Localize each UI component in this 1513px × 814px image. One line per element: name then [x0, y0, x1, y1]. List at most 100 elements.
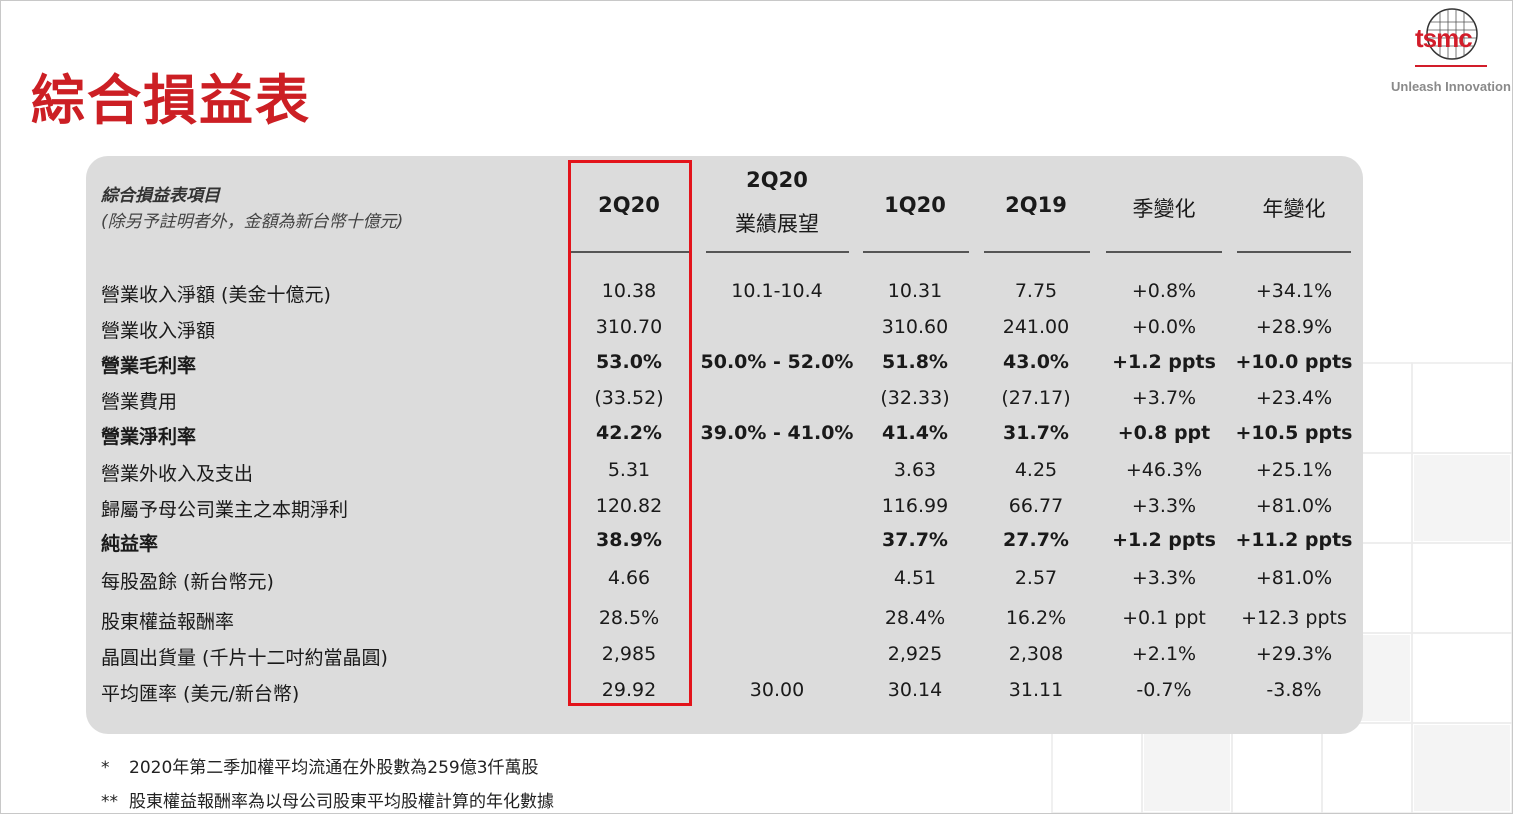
table-cell: 120.82: [595, 495, 663, 517]
table-cell: 10.31: [887, 280, 943, 302]
table-cell: 28.5%: [598, 607, 660, 629]
table-cell: +0.0%: [1131, 316, 1197, 338]
table-cell: 27.7%: [1003, 529, 1069, 551]
table-cell: +0.8%: [1131, 280, 1197, 302]
table-cell: 241.00: [1002, 316, 1070, 338]
table-cell: 30.14: [887, 679, 943, 701]
table-cell: 37.7%: [882, 529, 948, 551]
table-cell: (33.52): [594, 387, 664, 409]
column-header-rule: [569, 251, 691, 253]
table-cell: +11.2 ppts: [1235, 529, 1353, 551]
row-label: 純益率: [101, 533, 159, 555]
table-cell: 7.75: [1014, 280, 1058, 302]
footnote-2: ** 股東權益報酬率為以母公司股東平均股權計算的年化數據: [101, 792, 554, 812]
table-cell: 3.63: [893, 459, 937, 481]
table-cell: 66.77: [1008, 495, 1064, 517]
table-cell: 4.51: [893, 567, 937, 589]
table-cell: 30.00: [749, 679, 805, 701]
table-cell: 50.0% - 52.0%: [700, 351, 854, 373]
table-cell: +29.3%: [1255, 643, 1333, 665]
column-header-rule: [706, 251, 849, 253]
column-header-sublabel: 業績展望: [735, 212, 819, 236]
table-cell: -3.8%: [1266, 679, 1322, 701]
table-cell: +3.3%: [1131, 567, 1197, 589]
row-label: 營業淨利率: [101, 426, 197, 448]
table-cell: 31.7%: [1003, 422, 1069, 444]
column-header-3: 1Q20: [884, 193, 946, 217]
table-cell: +46.3%: [1125, 459, 1203, 481]
table-cell: 29.92: [601, 679, 657, 701]
column-header-rule: [1237, 251, 1351, 253]
row-label: 歸屬予母公司業主之本期淨利: [101, 499, 349, 521]
row-label: 營業毛利率: [101, 355, 197, 377]
row-label: 營業收入淨額: [101, 320, 216, 342]
table-cell: +28.9%: [1255, 316, 1333, 338]
tsmc-logo: tsmc Unleash Innovation: [1391, 5, 1512, 97]
wafer-icon: [1426, 8, 1478, 60]
table-cell: +2.1%: [1131, 643, 1197, 665]
table-cell: -0.7%: [1136, 679, 1192, 701]
column-header-rule: [863, 251, 969, 253]
logo-underline: [1415, 65, 1487, 67]
table-cell: +1.2 ppts: [1112, 351, 1216, 373]
table-cell: +0.8 ppt: [1117, 422, 1211, 444]
table-cell: 42.2%: [596, 422, 662, 444]
table-cell: 2,985: [601, 643, 657, 665]
row-label: 營業外收入及支出: [101, 463, 254, 485]
logo-wordmark: tsmc: [1415, 23, 1473, 53]
highlight-box-2q20: [568, 160, 692, 706]
table-cell: +10.5 ppts: [1235, 422, 1353, 444]
column-header-label: 2Q20: [746, 168, 808, 192]
row-label: 營業費用: [101, 391, 178, 413]
table-cell: 4.66: [607, 567, 651, 589]
row-label: 每股盈餘 (新台幣元): [101, 571, 274, 593]
table-cell: 2,925: [887, 643, 943, 665]
table-header-note: (除另予註明者外，金額為新台幣十億元): [101, 212, 404, 232]
table-cell: 41.4%: [882, 422, 948, 444]
logo-tagline: Unleash Innovation: [1391, 79, 1511, 94]
row-label: 晶圓出貨量 (千片十二吋約當晶圓): [101, 647, 388, 669]
column-header-rule: [1106, 251, 1222, 253]
table-cell: 16.2%: [1005, 607, 1067, 629]
table-cell: 31.11: [1008, 679, 1064, 701]
row-label: 平均匯率 (美元/新台幣): [101, 683, 300, 705]
column-header-2: 2Q20 業績展望: [697, 166, 857, 238]
table-cell: 43.0%: [1003, 351, 1069, 373]
table-cell: 10.1-10.4: [731, 280, 823, 302]
row-label: 營業收入淨額 (美金十億元): [101, 284, 331, 306]
column-header-4: 2Q19: [1005, 193, 1067, 217]
table-cell: 5.31: [607, 459, 651, 481]
table-cell: 28.4%: [884, 607, 946, 629]
table-cell: 53.0%: [596, 351, 662, 373]
table-cell: 38.9%: [596, 529, 662, 551]
table-cell: +23.4%: [1255, 387, 1333, 409]
table-cell: 310.60: [881, 316, 949, 338]
table-cell: +81.0%: [1255, 567, 1333, 589]
column-header-1: 2Q20: [598, 193, 660, 217]
table-cell: +10.0 ppts: [1235, 351, 1353, 373]
column-header-5: 季變化: [1132, 197, 1196, 221]
column-header-6: 年變化: [1262, 197, 1326, 221]
table-cell: 116.99: [881, 495, 949, 517]
table-header-item: 綜合損益表項目: [101, 186, 220, 206]
table-cell: 39.0% - 41.0%: [700, 422, 854, 444]
table-cell: 10.38: [601, 280, 657, 302]
table-cell: (32.33): [880, 387, 950, 409]
table-cell: +81.0%: [1255, 495, 1333, 517]
table-cell: +25.1%: [1255, 459, 1333, 481]
table-cell: 2,308: [1008, 643, 1064, 665]
table-cell: (27.17): [1001, 387, 1071, 409]
column-header-rule: [984, 251, 1090, 253]
table-cell: 4.25: [1014, 459, 1058, 481]
table-cell: +34.1%: [1255, 280, 1333, 302]
table-cell: +0.1 ppt: [1122, 607, 1206, 629]
table-cell: 310.70: [595, 316, 663, 338]
table-cell: +3.7%: [1131, 387, 1197, 409]
page-title: 綜合損益表: [31, 69, 311, 132]
table-cell: 2.57: [1014, 567, 1058, 589]
table-cell: +3.3%: [1131, 495, 1197, 517]
row-label: 股東權益報酬率: [101, 611, 235, 633]
table-cell: 51.8%: [882, 351, 948, 373]
table-cell: +12.3 ppts: [1241, 607, 1347, 629]
